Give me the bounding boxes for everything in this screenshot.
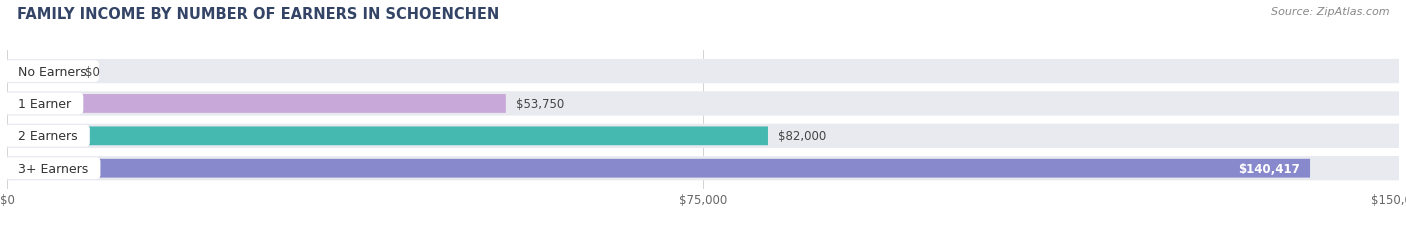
- Text: $53,750: $53,750: [516, 97, 564, 110]
- FancyBboxPatch shape: [7, 60, 1399, 84]
- Text: No Earners: No Earners: [10, 65, 94, 78]
- Text: FAMILY INCOME BY NUMBER OF EARNERS IN SCHOENCHEN: FAMILY INCOME BY NUMBER OF EARNERS IN SC…: [17, 7, 499, 22]
- Text: 1 Earner: 1 Earner: [10, 97, 79, 110]
- Text: 3+ Earners: 3+ Earners: [10, 162, 96, 175]
- Text: $0: $0: [84, 65, 100, 78]
- FancyBboxPatch shape: [7, 95, 506, 113]
- FancyBboxPatch shape: [7, 156, 1399, 181]
- Text: Source: ZipAtlas.com: Source: ZipAtlas.com: [1271, 7, 1389, 17]
- FancyBboxPatch shape: [7, 159, 1310, 178]
- Text: 2 Earners: 2 Earners: [10, 130, 86, 143]
- FancyBboxPatch shape: [7, 127, 768, 146]
- FancyBboxPatch shape: [7, 124, 1399, 148]
- Text: $82,000: $82,000: [778, 130, 825, 143]
- Text: $140,417: $140,417: [1239, 162, 1301, 175]
- FancyBboxPatch shape: [7, 92, 1399, 116]
